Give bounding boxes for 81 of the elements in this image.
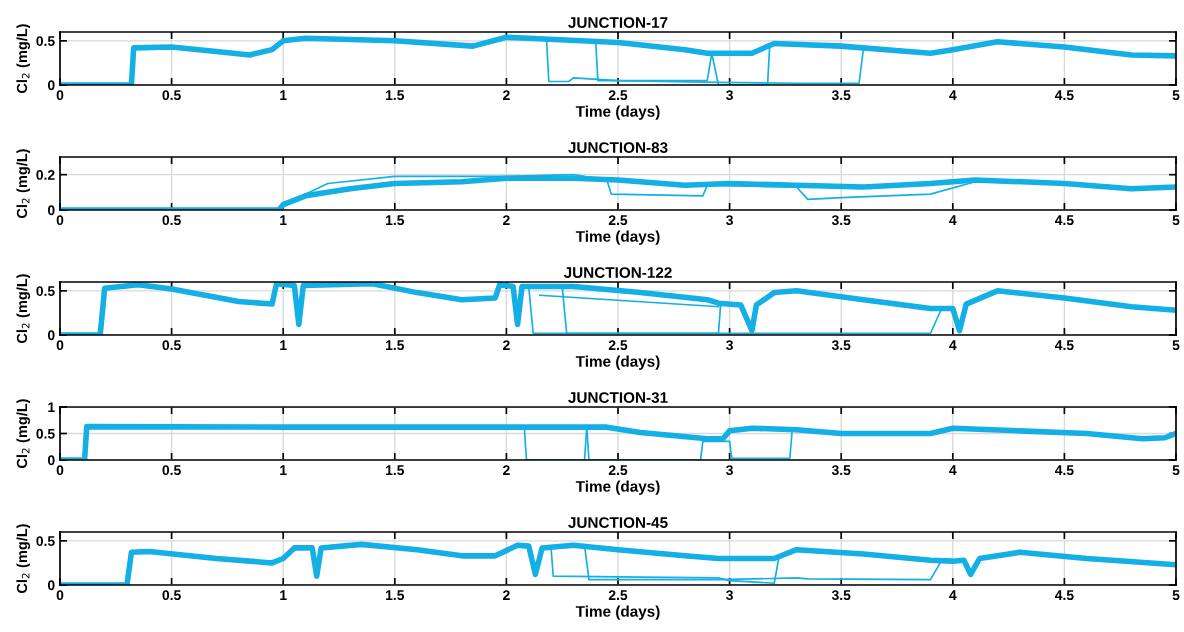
x-tick-label: 5 [1172,90,1180,101]
x-tick-label: 1 [280,90,287,100]
x-tick-label: 3.5 [831,465,851,476]
x-tick-label: 4 [949,340,957,350]
x-tick-label: 4.5 [1054,215,1074,226]
x-tick-label: 2 [503,590,510,600]
x-tick-label: 2.5 [608,590,628,601]
x-tick-label: 2 [503,90,510,100]
x-tick-label: 4 [949,465,957,475]
x-tick-label: 2.5 [608,465,628,476]
x-tick-label: 0 [56,90,64,101]
x-tick-label: 1.5 [386,340,405,351]
y-tick-label: 0.2 [36,170,55,180]
x-tick-label: 5 [1172,340,1180,351]
y-tick-label: 1 [48,402,55,413]
y-tick-label: 0.5 [36,286,55,296]
x-tick-label: 0 [56,465,64,476]
x-tick-label: 3 [726,340,733,351]
x-tick-label: 0 [56,590,64,601]
chart-title: JUNCTION-122 [563,267,672,278]
x-tick-label: 0 [56,215,64,226]
x-tick-label: 4 [949,215,957,225]
x-tick-label: 0.5 [162,90,181,101]
y-tick-label: 0 [47,80,55,91]
x-axis-title: Time (days) [575,355,660,370]
x-tick-label: 3 [726,465,733,476]
x-tick-label: 2 [503,340,510,350]
x-tick-label: 3 [726,90,733,101]
x-axis-title: Time (days) [575,605,660,620]
y-tick-label: 0.5 [36,36,55,46]
x-tick-label: 0.5 [162,340,181,351]
x-tick-label: 3.5 [831,215,851,226]
y-tick-label: 0.5 [36,428,55,439]
x-tick-label: 1.5 [386,590,405,601]
x-tick-label: 3.5 [831,590,851,601]
y-axis-title: Cl$_{2}$ (mg/L) [16,274,31,344]
x-tick-label: 0.5 [162,590,181,601]
x-tick-label: 5 [1172,215,1180,226]
x-tick-label: 3.5 [831,90,851,101]
x-tick-label: 5 [1172,465,1180,476]
x-tick-label: 0.5 [162,465,181,476]
x-tick-label: 2.5 [608,340,628,351]
x-tick-label: 1.5 [386,465,405,476]
chart-title: JUNCTION-45 [568,517,668,528]
x-tick-label: 0 [56,340,64,351]
y-axis-title: Cl$_{2}$ (mg/L) [16,24,31,94]
x-tick-label: 2.5 [608,90,628,101]
x-tick-label: 1.5 [386,215,405,226]
x-tick-label: 2.5 [608,215,628,226]
x-tick-label: 4.5 [1054,90,1074,101]
x-tick-label: 1 [280,465,287,475]
x-tick-label: 1 [280,340,287,350]
chart-title: JUNCTION-17 [568,17,668,28]
x-axis-title: Time (days) [575,480,660,495]
chart-title: JUNCTION-31 [568,392,668,404]
x-tick-label: 5 [1172,590,1180,601]
y-tick-label: 0 [47,205,55,216]
x-tick-label: 1.5 [386,90,405,101]
y-axis-title: Cl$_{2}$ (mg/L) [16,149,31,219]
x-axis-title: Time (days) [575,105,660,120]
x-tick-label: 4 [949,590,957,600]
x-axis-title: Time (days) [575,230,660,245]
y-tick-label: 0 [47,580,55,591]
x-tick-label: 4.5 [1054,590,1074,601]
x-tick-label: 4.5 [1054,465,1074,476]
x-tick-label: 4 [949,90,957,100]
x-tick-label: 0.5 [162,215,181,226]
x-tick-label: 1 [280,215,287,225]
x-tick-label: 4.5 [1054,340,1074,351]
x-tick-label: 1 [280,590,287,600]
x-tick-label: 3.5 [831,340,851,351]
y-tick-label: 0.5 [36,536,55,546]
x-tick-label: 2 [503,215,510,225]
x-tick-label: 2 [503,465,510,475]
y-axis-title: Cl$_{2}$ (mg/L) [16,524,31,594]
x-tick-label: 3 [726,590,733,601]
chart-title: JUNCTION-83 [568,142,668,154]
y-tick-label: 0 [47,330,55,341]
x-tick-label: 3 [726,215,733,226]
y-tick-label: 0 [47,455,55,466]
y-axis-title: Cl$_{2}$ (mg/L) [16,399,31,469]
